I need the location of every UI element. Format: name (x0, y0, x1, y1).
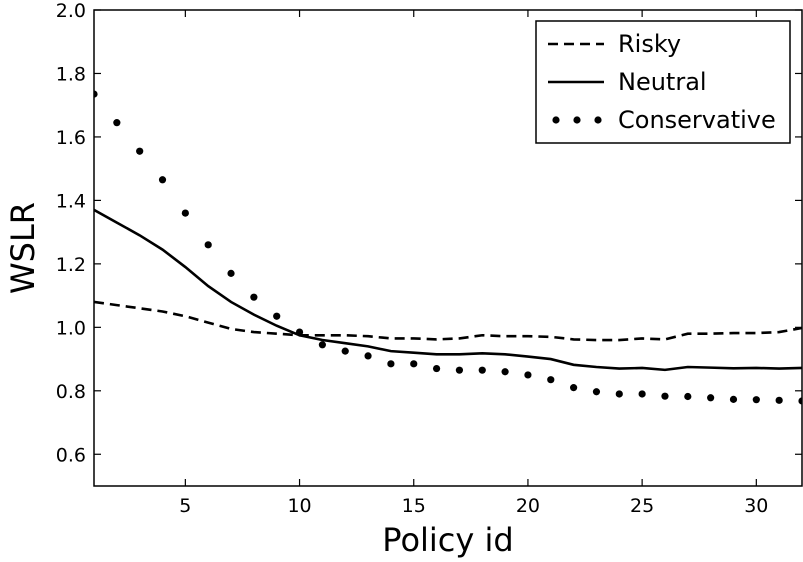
conservative-point (364, 352, 372, 360)
conservative-point (341, 347, 349, 355)
y-axis-label: WSLR (4, 202, 42, 294)
conservative-point (547, 376, 555, 384)
y-tick-label: 1.8 (56, 63, 86, 85)
y-tick-label: 1.6 (56, 127, 86, 149)
legend-neutral-label: Neutral (618, 68, 707, 96)
conservative-point (387, 360, 395, 368)
conservative-series (94, 90, 802, 405)
legend-conservative-swatch (573, 116, 581, 124)
conservative-point (775, 396, 783, 404)
legend-conservative-label: Conservative (618, 106, 776, 134)
conservative-point (250, 293, 258, 301)
x-tick-label: 30 (744, 495, 768, 517)
conservative-point (638, 390, 646, 398)
x-axis-label: Policy id (382, 521, 513, 559)
conservative-point (295, 328, 304, 336)
legend-conservative-swatch (552, 116, 560, 124)
y-axis-ticks: 0.6 0.8 1.0 1.2 1.4 1.6 1.8 2.0 (56, 0, 802, 466)
conservative-point (273, 312, 281, 320)
conservative-point (94, 90, 98, 98)
conservative-point (136, 147, 144, 155)
y-tick-label: 1.2 (56, 254, 86, 276)
legend: Risky Neutral Conservative (535, 20, 791, 144)
x-tick-label: 25 (630, 495, 654, 517)
conservative-point (204, 241, 212, 249)
x-tick-label: 20 (516, 495, 540, 517)
y-tick-label: 0.8 (56, 381, 86, 403)
conservative-point (707, 394, 715, 402)
x-axis-ticks: 5 10 15 20 25 30 (179, 10, 768, 517)
x-tick-label: 5 (179, 495, 191, 517)
legend-risky-label: Risky (618, 30, 681, 58)
conservative-point (318, 341, 326, 349)
conservative-point (181, 209, 189, 217)
conservative-point (524, 371, 532, 379)
y-tick-label: 2.0 (56, 0, 86, 22)
conservative-point (432, 364, 441, 373)
y-tick-label: 1.4 (56, 190, 86, 212)
conservative-point (684, 392, 692, 401)
conservative-point (501, 368, 509, 376)
conservative-point (158, 176, 167, 184)
neutral-line (94, 208, 802, 372)
plot-area-frame (93, 9, 803, 487)
conservative-point (592, 388, 601, 396)
conservative-point (455, 366, 464, 374)
conservative-point (113, 119, 121, 127)
conservative-point (729, 395, 738, 403)
x-tick-label: 15 (402, 495, 426, 517)
conservative-point (227, 269, 235, 277)
y-tick-label: 1.0 (56, 317, 86, 339)
conservative-point (410, 360, 418, 368)
conservative-point (615, 390, 623, 398)
series-layer (94, 90, 802, 405)
conservative-point (478, 366, 486, 374)
y-tick-label: 0.6 (56, 444, 86, 466)
conservative-point (798, 397, 802, 405)
conservative-point (570, 384, 578, 392)
conservative-point (752, 396, 760, 404)
risky-line (94, 300, 802, 342)
conservative-point (661, 392, 669, 400)
legend-conservative-swatch (594, 116, 602, 124)
x-tick-label: 10 (287, 495, 311, 517)
